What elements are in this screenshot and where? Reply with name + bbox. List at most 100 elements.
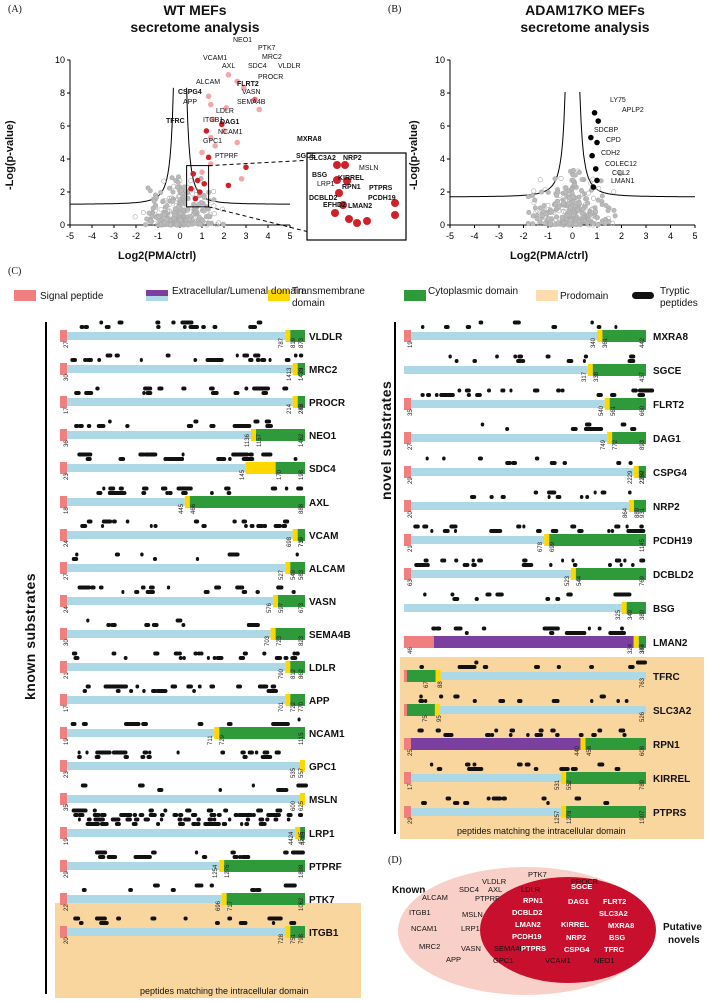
tryptic-peptide (276, 523, 282, 528)
tryptic-peptide (143, 817, 150, 821)
signal-peptide (60, 396, 67, 409)
background-point (593, 209, 599, 215)
tryptic-peptide (420, 325, 425, 329)
signal-peptide (404, 398, 411, 410)
tryptic-peptide (151, 850, 157, 855)
tryptic-peptide (238, 656, 246, 660)
tryptic-peptide (472, 699, 477, 703)
residue-number: 317 (581, 371, 588, 382)
tryptic-peptide (197, 722, 204, 727)
tryptic-peptide (624, 699, 629, 703)
tryptic-peptide (549, 631, 555, 635)
tryptic-peptide (551, 699, 560, 703)
tryptic-peptide (151, 689, 158, 694)
tryptic-peptide (622, 733, 627, 737)
tryptic-peptide (254, 750, 259, 755)
tryptic-peptide (631, 388, 638, 393)
tryptic-peptide (140, 755, 146, 760)
residue-number: 25 (408, 749, 414, 756)
tryptic-peptide (607, 563, 613, 567)
y-tick-label: 0 (60, 220, 65, 230)
volcano-label-mrc2: MRC2 (262, 54, 282, 61)
background-point (174, 222, 180, 228)
x-tick-label: -1 (154, 231, 162, 241)
tryptic-peptide (513, 354, 518, 359)
tryptic-peptide (87, 821, 95, 826)
tryptic-peptide (141, 490, 147, 495)
tryptic-peptide (123, 656, 128, 660)
known-box-caption: peptides matching the intracellular doma… (140, 986, 309, 996)
significant-point (594, 139, 600, 146)
tryptic-peptide (227, 552, 234, 557)
background-point (150, 205, 156, 211)
residue-number: 728 (279, 933, 286, 944)
background-point (158, 206, 164, 212)
inset-point (333, 176, 341, 184)
residue-number: 660 (640, 405, 646, 416)
tryptic-peptide (82, 689, 88, 694)
tryptic-peptide (516, 524, 522, 529)
y-tick-label: 4 (60, 154, 65, 164)
significant-point (256, 106, 262, 113)
tryptic-peptide (482, 665, 489, 669)
tryptic-peptide (75, 552, 79, 557)
volcano-label-flrt2: FLRT2 (237, 81, 259, 88)
tryptic-peptide (162, 486, 168, 490)
tryptic-peptide (450, 592, 455, 597)
inset-label-pcdh19: PCDH19 (368, 195, 396, 202)
tryptic-peptide (485, 733, 492, 737)
tryptic-peptide (235, 353, 239, 358)
legend-label-signal-peptide: Signal peptide (40, 291, 104, 302)
tryptic-peptide (127, 817, 131, 821)
tryptic-peptide (572, 563, 578, 567)
tryptic-peptide (123, 755, 129, 760)
tryptic-peptide (137, 783, 145, 788)
tryptic-peptide (209, 883, 214, 888)
x-tick-label: 1 (199, 231, 204, 241)
tryptic-peptide (551, 325, 558, 329)
protein-diagram-mrc2 (60, 353, 305, 376)
background-point (539, 189, 545, 195)
tryptic-peptide (613, 592, 632, 597)
tryptic-peptide (251, 783, 255, 788)
tryptic-peptide (81, 887, 87, 892)
residue-number: 361 (603, 337, 610, 348)
residue-number: 67 (423, 681, 430, 688)
tryptic-peptide (73, 656, 80, 660)
tryptic-peptide (166, 585, 171, 590)
tryptic-peptide (105, 353, 113, 358)
inset-point (341, 161, 349, 169)
inset-point (363, 217, 371, 225)
tryptic-peptide (233, 391, 240, 396)
tryptic-peptide (489, 733, 495, 737)
tryptic-peptide (554, 529, 559, 533)
transmembrane-domain (435, 670, 441, 682)
tryptic-peptide (582, 359, 586, 363)
background-point (599, 202, 605, 208)
tryptic-peptide (242, 651, 248, 656)
background-point (559, 219, 565, 225)
tryptic-peptide (498, 699, 506, 703)
tryptic-peptide (241, 589, 248, 594)
tryptic-peptide (196, 817, 201, 821)
venn-ellipses (398, 867, 656, 995)
tryptic-peptide (578, 733, 584, 737)
tryptic-peptide (423, 558, 429, 563)
cytoplasmic-domain (638, 636, 646, 648)
venn-novel-sgce: SGCE (571, 882, 593, 891)
transmembrane-domain (273, 594, 279, 607)
tryptic-peptide (249, 523, 255, 528)
inset-label-lman2: LMAN2 (348, 203, 373, 210)
inset-point (335, 189, 343, 197)
tryptic-peptide (236, 452, 250, 457)
tryptic-peptide (472, 762, 477, 767)
tryptic-peptide (562, 461, 567, 465)
background-point (525, 220, 531, 226)
threshold-curve-left (70, 87, 174, 205)
tryptic-peptide (74, 391, 81, 396)
tryptic-peptide (116, 684, 129, 689)
cytoplasmic-domain (189, 495, 305, 508)
tryptic-peptide (629, 354, 636, 359)
tryptic-peptide (418, 699, 425, 703)
tryptic-peptide (491, 796, 503, 801)
